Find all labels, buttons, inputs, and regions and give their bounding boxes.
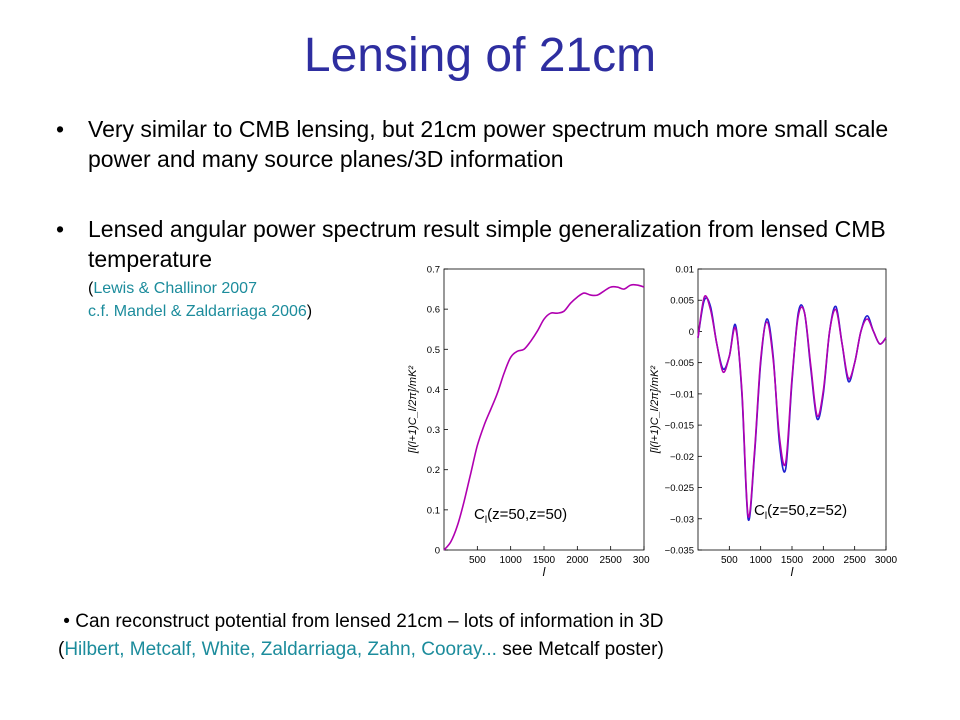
bullet-2: • Lensed angular power spectrum result s… xyxy=(56,214,916,274)
chart-cl-50-52: 500 1000 1500 2000 2500 3000 0.01 0.005 0 −0.005 −… xyxy=(649,265,898,580)
reference-mandel: c.f. Mandel & Zaldarriaga 2006 xyxy=(88,303,307,320)
bottom-rest: see Metcalf poster) xyxy=(496,639,664,660)
panel-label-cl-50-50: Cl(z=50,z=50) xyxy=(474,506,567,526)
x-tick-label: 2500 xyxy=(844,555,867,566)
y-tick-label: −0.03 xyxy=(670,514,694,525)
bottom-references: (Hilbert, Metcalf, White, Zaldarriaga, Z… xyxy=(58,636,918,664)
bullet-dot: • xyxy=(56,116,65,142)
panel-label-cl-50-52: Cl(z=50,z=52) xyxy=(754,502,847,522)
x-tick-label: 1500 xyxy=(781,555,804,566)
plot-frame xyxy=(443,268,645,551)
bottom-note: • Can reconstruct potential from lensed … xyxy=(58,608,918,664)
bottom-reference-names: Hilbert, Metcalf, White, Zaldarriaga, Za… xyxy=(64,639,497,660)
y-tick-label: −0.01 xyxy=(670,389,694,400)
y-tick-label: 0.01 xyxy=(676,265,695,276)
plot-frame xyxy=(697,268,887,551)
bottom-bullet: • Can reconstruct potential from lensed … xyxy=(58,608,918,636)
y-tick-label: 0.1 xyxy=(427,505,440,516)
x-tick-label: 3000 xyxy=(633,555,650,566)
x-tick-label: 2000 xyxy=(566,555,589,566)
x-axis-label: l xyxy=(543,565,546,579)
ref-paren-close: ) xyxy=(306,303,313,320)
y-tick-label: −0.005 xyxy=(665,358,694,369)
reference-block: (Lewis & Challinor 2007 c.f. Mandel & Za… xyxy=(88,277,312,323)
y-tick-label: 0.5 xyxy=(427,345,440,356)
y-tick-label: 0.4 xyxy=(427,385,440,396)
x-tick-label: 1000 xyxy=(500,555,523,566)
y-tick-label: 0 xyxy=(435,546,440,557)
y-tick-label: −0.025 xyxy=(665,483,694,494)
y-tick-label: 0.2 xyxy=(427,465,440,476)
y-axis-label: [l(l+1)C_l/2π]/mK² xyxy=(649,366,661,454)
x-tick-label: 500 xyxy=(469,555,486,566)
y-tick-label: 0.005 xyxy=(670,296,694,307)
y-tick-label: −0.02 xyxy=(670,452,694,463)
bottom-paren-open: ( xyxy=(58,639,65,660)
y-tick-label: 0 xyxy=(689,327,694,338)
y-tick-label: −0.015 xyxy=(665,421,694,432)
y-tick-label: 0.7 xyxy=(427,265,440,276)
x-axis-label: l xyxy=(791,565,794,579)
x-tick-label: 3000 xyxy=(875,555,898,566)
y-tick-label: 0.6 xyxy=(427,305,440,316)
x-tick-label: 2500 xyxy=(600,555,623,566)
series-line-main xyxy=(443,283,645,551)
x-tick-label: 2000 xyxy=(812,555,835,566)
bullet-dot: • xyxy=(63,611,70,632)
y-tick-label: 0.3 xyxy=(427,425,440,436)
slide-title: Lensing of 21cm xyxy=(303,29,657,82)
series-line-lensed xyxy=(697,295,887,518)
bottom-bullet-text: Can reconstruct potential from lensed 21… xyxy=(75,611,664,632)
x-tick-label: 1500 xyxy=(533,555,556,566)
bullet-dot: • xyxy=(56,216,65,242)
x-tick-label: 500 xyxy=(721,555,738,566)
y-axis-label: [l(l+1)C_l/2π]/mK² xyxy=(407,366,419,454)
bullet-1: • Very similar to CMB lensing, but 21cm … xyxy=(56,114,916,174)
chart-cl-50-50: 500 1000 1500 2000 2500 3000 0 0.1 0.2 0.3 0.4 0.5 0… xyxy=(407,265,650,580)
y-tick-label: −0.035 xyxy=(665,546,694,557)
bullet-2-text: Lensed angular power spectrum result sim… xyxy=(88,216,886,272)
bullet-1-text: Very similar to CMB lensing, but 21cm po… xyxy=(88,116,889,172)
x-tick-label: 1000 xyxy=(750,555,773,566)
ref-paren-open: ( xyxy=(88,280,94,297)
reference-lewis: Lewis & Challinor 2007 xyxy=(93,280,257,297)
